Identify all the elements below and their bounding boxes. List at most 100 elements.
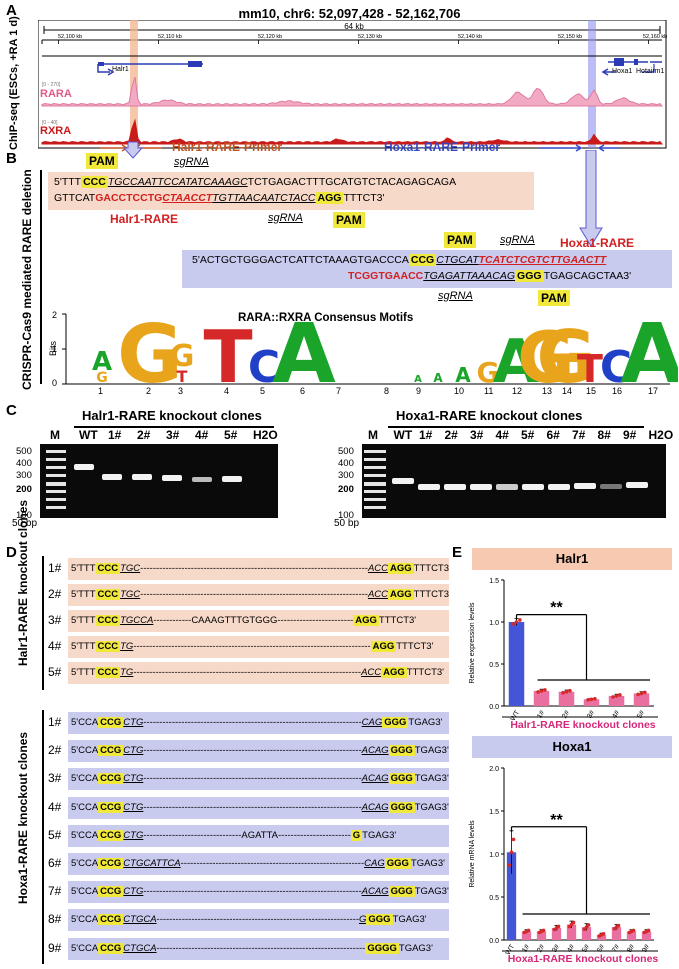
motif-position-1: 1 [98, 386, 104, 396]
y-tick-label: 0.0 [489, 704, 499, 711]
clone-sequence-row: 5'TTT CCC TGC-----------------------------… [68, 558, 449, 580]
clone-number: 9# [48, 940, 62, 955]
pam-hoxa-top: PAM [444, 232, 476, 248]
bar-8# [626, 931, 637, 940]
marker-200: 200 [338, 484, 354, 495]
motif-position-15: 15 [586, 386, 597, 396]
motif-position-10: 10 [454, 386, 465, 396]
panel-e-letter: E [452, 544, 463, 561]
svg-text:A: A [433, 371, 443, 385]
svg-text:T: T [577, 347, 603, 391]
svg-text:G: G [170, 339, 195, 374]
clone-number: 3# [48, 771, 62, 786]
data-point [571, 920, 576, 925]
hoxa1-primer-label: Hoxa1-RARE-Primer [384, 140, 501, 154]
clone-sequence-row: 5'TTT CCC TG------------------------------… [68, 636, 449, 658]
marker-400: 400 [338, 458, 354, 469]
gel-lane-5: 5# [224, 428, 238, 442]
hoxa-seq-bottom: TCGGTGAACCTGAGATTAAACAG GGG TGAGCAGCTAA3' [348, 270, 632, 282]
clone-number: 8# [48, 912, 62, 927]
data-point [536, 690, 540, 694]
x-tick-label: 5# [636, 709, 646, 719]
x-tick-label: 3# [586, 709, 596, 719]
data-point [539, 689, 544, 693]
significance-stars: ** [550, 812, 563, 829]
clone-sequence-row: 5'CCA CCG CTGCATTCA-----------------------… [68, 853, 449, 875]
clone-number: 7# [48, 884, 62, 899]
x-tick-label: 1# [536, 709, 546, 719]
motif-position-4: 4 [224, 386, 230, 396]
gene-halr1: Halr1 [112, 66, 129, 73]
y-tick-label: 0.0 [489, 938, 499, 945]
halr-chart-header: Halr1 [472, 548, 672, 570]
gene-hotairm1: Hotairm1 [636, 68, 665, 75]
x-axis-label: Hoxa1-RARE knockout clones [508, 953, 659, 965]
gel-lane-5: 5# [521, 428, 535, 442]
halr-seq-bottom: GTTCATGACCTCCTGCTAACCTTGTTAACAATCTACC AGG… [54, 192, 385, 204]
y-axis-label: Relative expression levels [469, 602, 476, 683]
hoxa1-rare-label: Hoxa1-RARE [560, 236, 635, 250]
halr-expression-chart: 0.0 0.5 1.0 1.5 Relative expression levels WT… [469, 578, 658, 731]
clone-sequence-row: 5'TTT CCC TG------------------------------… [68, 662, 449, 684]
motif-position-5: 5 [260, 386, 266, 396]
hoxa-expression-chart: 0.0 0.5 1.0 1.5 2.0 Relative mRNA levels WT 1# 2… [469, 766, 659, 965]
bar-4# [608, 695, 625, 706]
data-point [614, 694, 619, 698]
bar-5# [633, 693, 650, 706]
gel-lane-2: 2# [444, 428, 458, 442]
clone-sequence-row: 5'TTT CCC TGCCA------------CAAAGTTTGTGGG--… [68, 610, 449, 632]
data-point [564, 689, 569, 694]
motif-logo: A G G G T T C A A A A G A G G T C A [62, 310, 678, 402]
data-point [543, 688, 547, 692]
gel-lane-9: 9# [623, 428, 637, 442]
gel-lane-H2O: H2O [648, 428, 674, 442]
svg-text:A: A [620, 310, 678, 402]
genome-browser [38, 20, 667, 149]
clone-number: 2# [48, 587, 62, 601]
bar-7# [611, 927, 622, 940]
clone-sequence-row: 5'TTT CCC TGC-----------------------------… [68, 584, 449, 606]
bar-9# [641, 931, 652, 940]
halr-ladder-label: 50 bp [12, 518, 38, 529]
marker-300: 300 [16, 470, 32, 481]
hoxa-gel-title: Hoxa1-RARE knockout clones [396, 408, 583, 423]
clone-sequence-row: 5'CCA CCG CTG-----------------------------… [68, 881, 449, 904]
motif-position-11: 11 [484, 386, 494, 396]
marker-400: 400 [16, 458, 32, 469]
x-tick-label: 5# [581, 943, 591, 953]
svg-text:G: G [477, 356, 500, 389]
y-tick-label: 1.5 [489, 578, 499, 585]
pam-halr-top: PAM [86, 153, 118, 169]
svg-text:A: A [272, 310, 336, 402]
bar-4# [566, 924, 577, 940]
span-label: 64 kb [344, 22, 364, 31]
x-tick-label: 2# [536, 943, 546, 953]
motif-position-3: 3 [178, 386, 184, 396]
hoxa-clones-side-label: Hoxa1-RARE knockout clones [16, 731, 30, 904]
sgrna-halr-bottom: sgRNA [268, 212, 303, 224]
motif-position-7: 7 [336, 386, 342, 396]
data-point [586, 697, 590, 702]
gel-lane-WT: WT [79, 428, 98, 442]
gel-lane-8: 8# [597, 428, 611, 442]
halr1-rare-label: Halr1-RARE [110, 212, 179, 226]
gel-lane-7: 7# [572, 428, 586, 442]
bar-3# [551, 927, 562, 940]
motif-position-16: 16 [612, 386, 623, 396]
x-tick-label: 6# [596, 943, 606, 953]
svg-text:A: A [414, 374, 422, 385]
marker-300: 300 [338, 470, 354, 481]
svg-text:C: C [600, 342, 632, 393]
bar-WT [506, 852, 517, 940]
rxra-scale: [0 - 40] [42, 120, 58, 126]
halr-gel-image [40, 444, 278, 518]
data-point [541, 928, 546, 933]
genome-coords: mm10, chr6: 52,097,428 - 52,162,706 [238, 6, 461, 21]
clone-number: 6# [48, 856, 62, 870]
primer-arrows [100, 141, 620, 159]
clone-sequence-row: 5'CCA CCG CTG-----------------------------… [68, 740, 449, 763]
bits-tick-0: 0 [52, 378, 58, 388]
x-tick-label: 2# [561, 709, 571, 719]
data-point [631, 928, 636, 933]
hoxa-ladder-label: 50 bp [334, 518, 360, 529]
